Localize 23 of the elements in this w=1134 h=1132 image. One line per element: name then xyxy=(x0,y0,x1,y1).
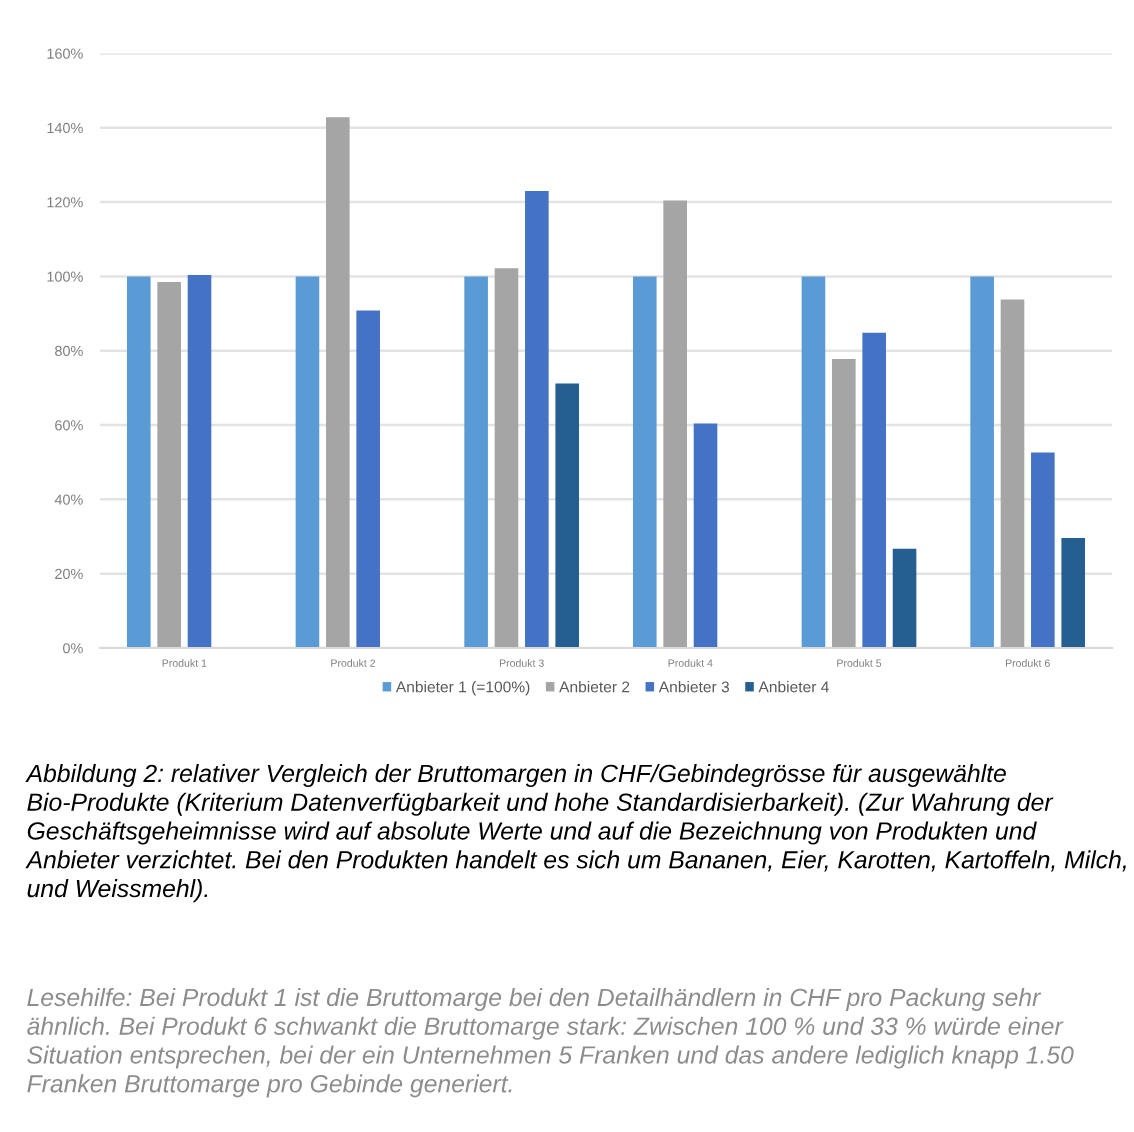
bar xyxy=(157,281,181,648)
bar xyxy=(832,358,856,648)
bar xyxy=(663,200,687,648)
bar xyxy=(126,276,151,648)
bar xyxy=(326,117,350,648)
bar xyxy=(801,276,826,648)
bar xyxy=(187,274,212,648)
bar xyxy=(464,276,488,648)
bar xyxy=(862,332,886,648)
bar xyxy=(892,548,917,648)
bar xyxy=(693,423,718,648)
bar xyxy=(632,276,657,648)
bar xyxy=(970,276,994,648)
text: Abbildung 2: relativer Vergleich der Bruttomargen in CHF/Gebindegrösse für ausgewählte Bio-Produkte (Kriterium Datenverfügbarkeit und hohe Standardisierbarkeit). (Zur Wahrung der Geschäftsgeheimnisse wird auf absolute Werte und auf die Bezeichnung von Produkten und Anbieter verzichtet. Bei den Produkten handelt es sich um Bananen, Eier, Karotten, Kartoffeln, Milch, und Weissmehl). xyxy=(25,764,1126,903)
bar xyxy=(295,276,320,648)
bar xyxy=(1031,452,1055,648)
bar xyxy=(555,383,580,648)
bar xyxy=(1000,299,1025,648)
bar xyxy=(356,310,380,648)
text: Lesehilfe: Bei Produkt 1 ist die Bruttomarge bei den Detailhändlern in CHF pro Packung sehr ähnlich. Bei Produkt 6 schwankt die Bruttomarge stark: Zwischen 100 % und 33 % würde einer Situation entsprechen, bei der ein Unternehmen 5 Franken und das andere lediglich knapp 1.50 Franken Bruttomarge pro Gebinde generiert. xyxy=(27,988,1074,1098)
bar xyxy=(494,268,519,648)
bar xyxy=(525,190,549,648)
bar xyxy=(1061,538,1086,648)
